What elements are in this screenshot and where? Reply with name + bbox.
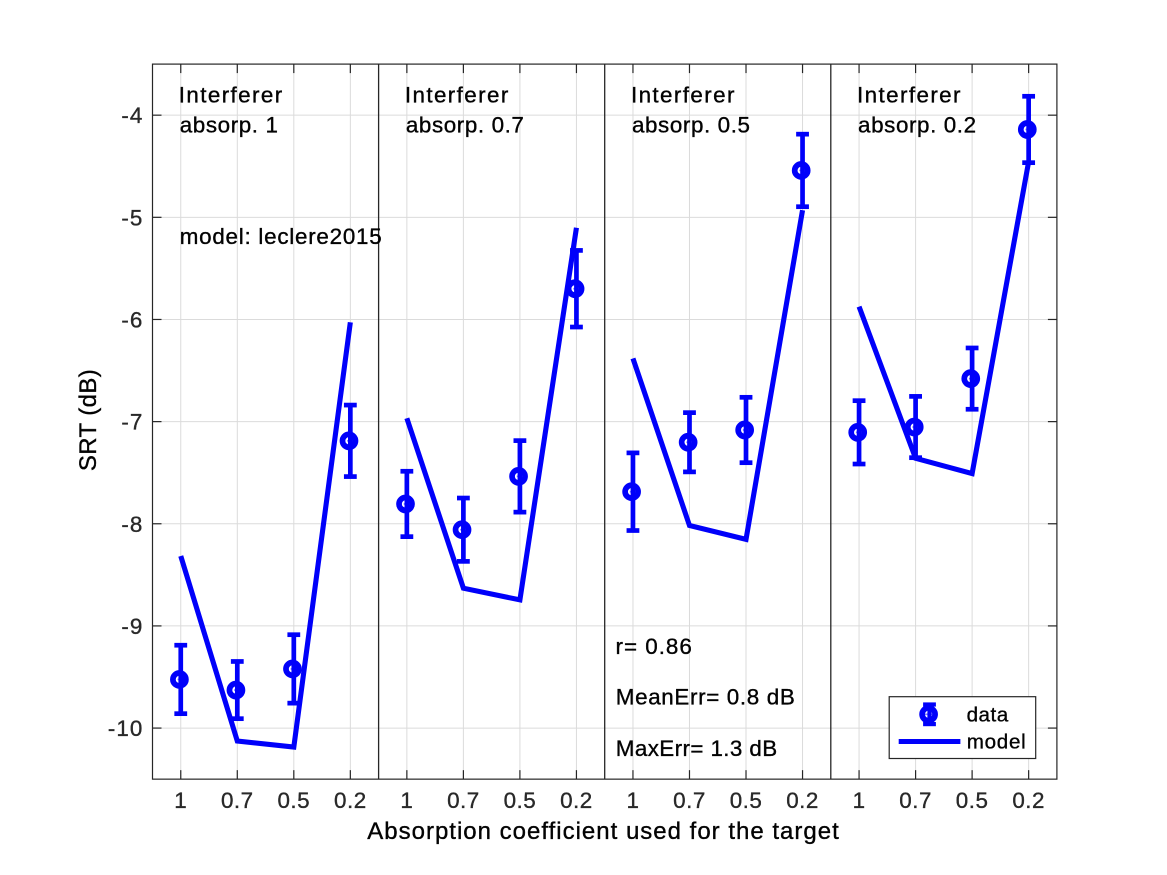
svg-text:-8: -8 (121, 512, 143, 537)
svg-text:model: model (967, 731, 1027, 754)
svg-text:r= 0.86: r= 0.86 (616, 634, 693, 659)
svg-text:1: 1 (853, 788, 866, 813)
svg-text:Absorption coefficient used fo: Absorption coefficient used for the targ… (367, 818, 840, 845)
svg-text:data: data (967, 704, 1009, 727)
svg-text:0.7: 0.7 (899, 788, 932, 813)
svg-text:Interferer: Interferer (857, 82, 962, 107)
svg-text:0.5: 0.5 (277, 788, 310, 813)
svg-text:absorp. 0.7: absorp. 0.7 (406, 112, 525, 137)
svg-text:MaxErr= 1.3 dB: MaxErr= 1.3 dB (616, 736, 778, 761)
svg-text:Interferer: Interferer (631, 82, 736, 107)
svg-text:0.2: 0.2 (786, 788, 819, 813)
svg-text:-6: -6 (121, 307, 143, 332)
svg-text:-10: -10 (108, 716, 143, 741)
svg-text:Interferer: Interferer (405, 82, 510, 107)
svg-text:0.7: 0.7 (673, 788, 706, 813)
svg-text:1: 1 (400, 788, 413, 813)
svg-text:-7: -7 (121, 410, 143, 435)
svg-text:0.5: 0.5 (956, 788, 989, 813)
svg-text:MeanErr= 0.8 dB: MeanErr= 0.8 dB (616, 685, 796, 710)
svg-text:0.2: 0.2 (560, 788, 593, 813)
svg-text:0.7: 0.7 (221, 788, 254, 813)
svg-text:model: leclere2015: model: leclere2015 (180, 224, 383, 249)
svg-text:1: 1 (174, 788, 187, 813)
svg-text:0.2: 0.2 (1012, 788, 1045, 813)
svg-text:absorp. 1: absorp. 1 (180, 112, 279, 137)
svg-text:-5: -5 (121, 205, 143, 230)
svg-text:absorp. 0.2: absorp. 0.2 (858, 112, 977, 137)
svg-text:Interferer: Interferer (179, 82, 284, 107)
svg-text:-9: -9 (121, 614, 143, 639)
svg-text:0.5: 0.5 (504, 788, 537, 813)
svg-text:SRT (dB): SRT (dB) (75, 369, 102, 471)
svg-text:0.5: 0.5 (730, 788, 763, 813)
svg-text:1: 1 (626, 788, 639, 813)
svg-text:-4: -4 (121, 103, 143, 128)
svg-text:absorp. 0.5: absorp. 0.5 (632, 112, 751, 137)
svg-text:0.2: 0.2 (334, 788, 367, 813)
svg-text:0.7: 0.7 (447, 788, 480, 813)
